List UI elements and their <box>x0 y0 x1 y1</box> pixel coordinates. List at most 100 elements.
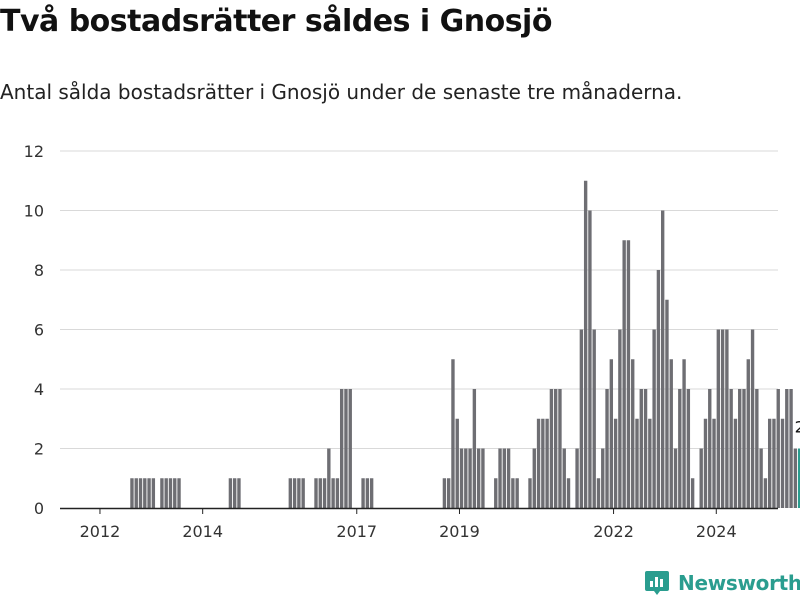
bar <box>160 478 164 508</box>
bar <box>288 478 293 508</box>
bar <box>506 448 511 508</box>
y-tick-label: 12 <box>24 142 44 161</box>
bar <box>369 478 374 508</box>
bar <box>772 418 776 508</box>
bar <box>755 389 759 508</box>
bar <box>468 448 472 508</box>
bar <box>733 418 738 508</box>
bar <box>292 478 297 508</box>
x-tick-label: 2024 <box>696 522 737 541</box>
bar <box>660 210 665 508</box>
bar <box>455 418 459 508</box>
bar <box>365 478 370 508</box>
bar <box>626 240 631 508</box>
x-tick-label: 2014 <box>182 522 223 541</box>
bar-chart: 0 2 4 6 8 10 12 2012 2014 2017 2019 2022 2024 2 <box>24 142 800 541</box>
bar <box>596 478 601 508</box>
bar <box>708 389 712 508</box>
bar <box>793 448 798 508</box>
bar <box>348 389 352 508</box>
bar <box>673 448 678 508</box>
bar <box>464 448 468 508</box>
bar <box>720 329 725 508</box>
bar <box>725 329 729 508</box>
bar <box>138 478 143 508</box>
bar <box>536 418 541 508</box>
bar <box>579 329 584 508</box>
bar <box>609 359 614 508</box>
bar <box>776 389 780 508</box>
bar <box>134 478 138 508</box>
bar <box>130 478 134 508</box>
bar <box>558 389 562 508</box>
x-tick-label: 2017 <box>336 522 377 541</box>
y-tick-label: 6 <box>34 321 44 340</box>
bar <box>472 389 477 508</box>
bar <box>545 418 549 508</box>
bar <box>173 478 177 508</box>
y-tick-label: 10 <box>24 202 44 221</box>
bar <box>476 448 481 508</box>
bar <box>541 418 545 508</box>
y-axis-labels: 0 2 4 6 8 10 12 <box>24 142 44 518</box>
bar <box>451 359 455 508</box>
chart-title: Två bostadsrätter såldes i Gnosjö <box>0 4 552 39</box>
bar <box>592 329 596 508</box>
chart-subtitle: Antal sålda bostadsrätter i Gnosjö under… <box>0 80 683 104</box>
brand: Newsworthy <box>644 568 800 598</box>
bar <box>738 389 742 508</box>
bar <box>164 478 168 508</box>
bar <box>143 478 147 508</box>
bar <box>151 478 156 508</box>
bar <box>746 359 750 508</box>
bar <box>729 389 733 508</box>
bar <box>639 389 643 508</box>
bar <box>643 389 648 508</box>
bar <box>780 418 785 508</box>
bar <box>635 418 639 508</box>
y-tick-label: 2 <box>34 440 44 459</box>
y-tick-label: 0 <box>34 499 44 518</box>
bar <box>583 180 588 508</box>
bar <box>446 478 451 508</box>
bar <box>678 389 682 508</box>
bar <box>742 389 746 508</box>
newsworthy-logo-icon <box>645 571 669 595</box>
bar <box>515 478 519 508</box>
bar <box>459 448 464 508</box>
bar <box>690 478 695 508</box>
bar <box>716 329 721 508</box>
bar <box>575 448 579 508</box>
bar <box>605 389 609 508</box>
bar <box>631 359 635 508</box>
bar <box>177 478 181 508</box>
bar <box>682 359 686 508</box>
bar <box>588 210 592 508</box>
bar <box>237 478 241 508</box>
bar <box>318 478 322 508</box>
bar <box>665 299 669 508</box>
bar <box>335 478 340 508</box>
bar <box>553 389 558 508</box>
bar <box>494 478 498 508</box>
bar <box>498 448 502 508</box>
highlight-value-label: 2 <box>795 418 800 437</box>
bar <box>750 329 755 508</box>
bar <box>327 448 331 508</box>
x-tick-label: 2022 <box>593 522 634 541</box>
bar <box>344 389 348 508</box>
bar <box>314 478 318 508</box>
bar <box>331 478 335 508</box>
bar <box>767 418 772 508</box>
annotations: 2 <box>793 416 800 438</box>
bar <box>622 240 626 508</box>
bar <box>648 418 652 508</box>
bar <box>322 478 327 508</box>
bar <box>301 478 305 508</box>
bar <box>147 478 151 508</box>
y-tick-label: 4 <box>34 380 44 399</box>
bar <box>785 389 789 508</box>
bar <box>442 478 447 508</box>
bar <box>532 448 536 508</box>
bar <box>686 389 691 508</box>
